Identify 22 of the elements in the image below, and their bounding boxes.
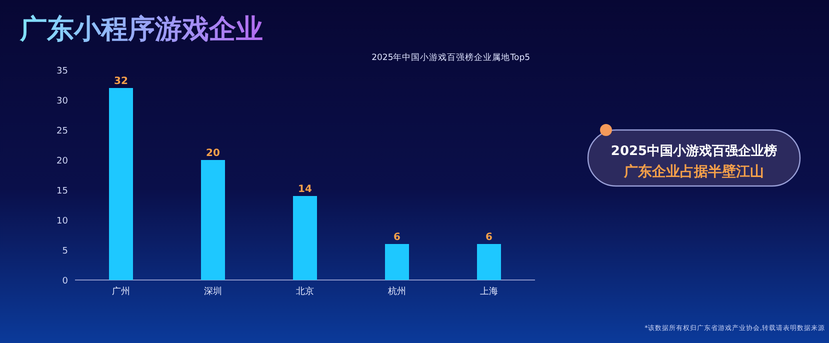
y-tick-label: 5	[62, 246, 68, 256]
data-label: 6	[486, 232, 493, 243]
data-label: 32	[114, 76, 128, 87]
y-tick-label: 30	[56, 96, 68, 106]
y-tick-label: 20	[56, 156, 68, 166]
text: 广东企业占据半壁江山	[623, 163, 764, 180]
chart-subtitle: 2025年中国小游戏百强榜企业属地Top5	[372, 52, 530, 63]
x-tick-label: 杭州	[387, 286, 406, 297]
chart-title: 广东小程序游戏企业	[19, 14, 263, 45]
text: 2025中国小游戏百强企业榜	[610, 143, 778, 159]
data-label: 14	[298, 184, 312, 195]
x-tick-label: 上海	[480, 286, 498, 297]
y-tick-label: 10	[56, 216, 68, 226]
x-tick-label: 深圳	[204, 286, 222, 297]
data-label: 20	[206, 148, 220, 159]
data-label: 6	[394, 232, 401, 243]
y-tick-label: 35	[56, 66, 68, 76]
y-tick-label: 15	[56, 186, 68, 196]
y-tick-label: 25	[56, 126, 68, 136]
x-tick-label: 北京	[296, 286, 314, 297]
y-tick-label: 0	[62, 276, 68, 286]
x-tick-label: 广州	[112, 286, 130, 297]
